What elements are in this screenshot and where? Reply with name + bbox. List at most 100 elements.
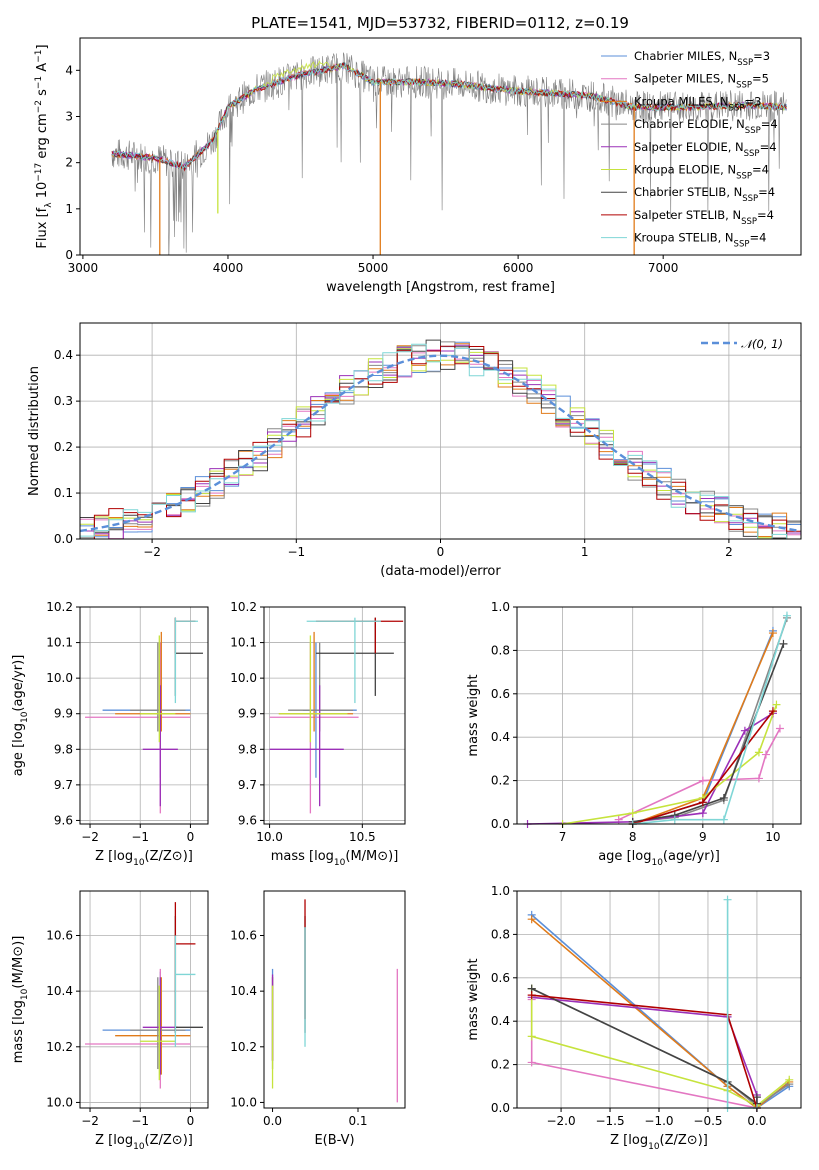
y-tick-label: 9.9	[54, 707, 73, 721]
x-tick-label: −0.5	[693, 1114, 722, 1128]
y-tick-label: 0.2	[491, 1058, 510, 1072]
x-axis-label: Z [log10(Z/Z⊙)]	[95, 1133, 193, 1152]
legend-label-subscript: SSP	[741, 217, 757, 227]
label-text: log	[11, 723, 26, 743]
y-tick-label: 1.0	[491, 600, 510, 614]
axes-frame	[79, 606, 209, 825]
legend-label: Salpeter MILES, NSSP=5	[634, 72, 769, 91]
axes-frame	[79, 890, 209, 1109]
mass-weight-series	[726, 899, 757, 1109]
legend-label-subscript: SSP	[734, 240, 750, 250]
histogram-series	[80, 345, 801, 539]
y-tick-label: 9.8	[238, 742, 257, 756]
mass-weight-marker	[782, 611, 791, 620]
x-tick-label: 0	[437, 545, 445, 559]
spectrum-plot-area	[111, 52, 787, 255]
x-tick-label: 8	[629, 830, 637, 844]
histogram-panel: −2 −1 0 1 2 0.0 0.1 0.2 0.3 0.4 (data-model)/error…	[27, 322, 802, 579]
figure-title: PLATE=1541, MJD=53732, FIBERID=0112, z=0…	[251, 14, 629, 32]
x-tick-label: 0	[187, 1114, 195, 1128]
mass-weight-marker	[723, 895, 732, 904]
mass-weight-marker	[768, 629, 777, 638]
legend-label: Kroupa STELIB, NSSP=4	[634, 231, 766, 250]
label-text: (M/M⊙)]	[345, 849, 398, 864]
legend-label-suffix: =4	[761, 117, 778, 131]
mass-weight-vs-z-panel: −2.0 −1.5 −1.0 −0.5 0.0 0.0 0.2 0.4 0.6 0.8 1.0 Z […	[466, 884, 802, 1152]
axes-frame	[79, 37, 802, 256]
label-text: log	[113, 1133, 133, 1148]
y-tick-label: 9.9	[238, 707, 257, 721]
x-axis-label: mass [log10(M/M⊙)]	[271, 849, 399, 868]
x-axis-label: Z [log10(Z/Z⊙)]	[610, 1133, 708, 1152]
mass-weight-series	[531, 994, 758, 1109]
legend-label-text: Salpeter STELIB, N	[634, 208, 741, 222]
x-axis-label: (data-model)/error	[380, 564, 501, 579]
spectrum-legend: Chabrier MILES, NSSP=3 Salpeter MILES, NS…	[601, 49, 778, 250]
label-text: ]	[35, 44, 50, 49]
y-tick-label: 10.2	[230, 600, 257, 614]
label-text: Z [	[610, 1133, 628, 1148]
axes-frame	[263, 890, 406, 1109]
label-text: (age/yr)]	[11, 655, 26, 712]
legend-label-suffix: =4	[760, 140, 777, 154]
axes-frame	[516, 606, 802, 825]
histogram-plot-area	[80, 339, 801, 539]
legend-label-subscript: SSP	[729, 103, 745, 113]
y-tick-label: 10.0	[46, 671, 73, 685]
x-tick-label: 5000	[358, 261, 389, 275]
x-tick-label: 7	[559, 830, 567, 844]
mass-weight-marker	[698, 798, 707, 807]
legend-label-text: Chabrier STELIB, N	[634, 185, 742, 199]
y-tick-label: 10.0	[230, 671, 257, 685]
legend-label-subscript: SSP	[736, 81, 752, 91]
y-tick-label: 4	[65, 63, 73, 77]
label-subscript: 10	[651, 858, 663, 868]
y-tick-label: 3	[65, 109, 73, 123]
y-tick-label: 9.7	[238, 778, 257, 792]
x-tick-label: 10.5	[349, 830, 376, 844]
mass-vs-ebv-panel: 0.0 0.1 10.0 10.2 10.4 10.6 E(B-V)	[230, 890, 406, 1148]
y-tick-label: 10.0	[230, 1095, 257, 1109]
mass-vs-z-panel: −2 −1 010.010.210.410.6Z [log10(Z/Z⊙)]mass…	[11, 890, 209, 1152]
spectrum-data-line	[111, 52, 787, 255]
y-tick-label: 0.2	[491, 774, 510, 788]
y-tick-label: 0.3	[54, 394, 73, 408]
legend-label-subscript: SSP	[736, 172, 752, 182]
label-text: mass [	[11, 1020, 26, 1063]
mass-weight-marker	[527, 1032, 536, 1041]
legend-label-text: Chabrier ELODIE, N	[634, 117, 745, 131]
x-tick-label: 0	[187, 830, 195, 844]
legend-label-subscript: SSP	[744, 149, 760, 159]
y-axis-label: age [log10(age/yr)]	[11, 655, 30, 777]
legend-label-suffix: =4	[758, 185, 775, 199]
label-text: (data-model)/error	[380, 564, 501, 579]
mass-weight-marker	[785, 1075, 794, 1084]
label-text: log	[113, 849, 133, 864]
y-tick-label: 10.6	[230, 929, 257, 943]
x-tick-label: −1.0	[644, 1114, 673, 1128]
legend-label-subscript: SSP	[745, 126, 761, 136]
y-tick-label: 0.2	[54, 440, 73, 454]
axes-frame	[263, 606, 406, 825]
x-tick-label: 10	[765, 830, 780, 844]
label-text: mass weight	[466, 958, 481, 1040]
label-text: wavelength [Angstrom, rest frame]	[326, 280, 555, 295]
label-text: (Z/Z⊙)]	[660, 1133, 708, 1148]
mass-weight-marker	[670, 815, 679, 824]
label-text: mass weight	[466, 674, 481, 756]
y-axis-label: Flux [fλ 10−17 erg cm−2 s−1 A−1]	[34, 44, 54, 248]
mass-weight-marker	[775, 724, 784, 733]
y-tick-label: 2	[65, 156, 73, 170]
y-axis-label: mass [log10(M/M⊙)]	[11, 936, 30, 1064]
mass-weight-marker	[527, 1058, 536, 1067]
mass-weight-marker	[768, 707, 777, 716]
y-tick-label: 0.8	[491, 927, 510, 941]
y-tick-label: 0.0	[491, 1101, 510, 1115]
legend-label: Chabrier MILES, NSSP=3	[634, 49, 770, 68]
y-axis-label: Normed distribution	[27, 366, 42, 496]
x-tick-label: −2.0	[546, 1114, 575, 1128]
label-text: Z [	[95, 1133, 113, 1148]
mass-weight-marker	[740, 726, 749, 735]
